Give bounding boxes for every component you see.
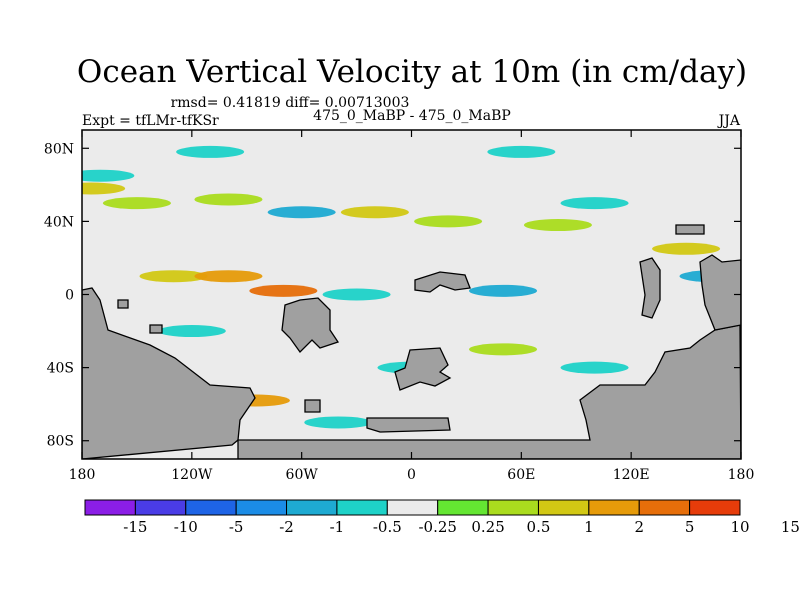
colorbar-label-1: -10 (174, 518, 198, 536)
land-island-b (304, 399, 321, 413)
colorbar-label-5: -0.5 (373, 518, 402, 536)
map-plot-area (82, 130, 741, 459)
x-tick-label-3: 0 (407, 467, 416, 483)
colorbar-label-9: 1 (584, 518, 594, 536)
upwelling-patch-3 (414, 215, 483, 228)
colorbar-label-10: 2 (634, 518, 644, 536)
colorbar-box-8 (487, 499, 539, 516)
colorbar-box-7 (437, 499, 489, 516)
colorbar-label-3: -2 (279, 518, 294, 536)
land-africa (414, 271, 471, 293)
land-east-asia (639, 257, 661, 319)
land-southern-africa (394, 347, 452, 391)
downwelling-patch-2 (487, 145, 556, 158)
land-americas-west (82, 287, 256, 459)
colorbar-box-0 (84, 499, 136, 516)
y-tick-label-1: 40N (44, 214, 74, 230)
y-tick-label-3: 40S (47, 361, 74, 377)
upwelling-patch-11 (469, 343, 538, 356)
land-masses (82, 224, 741, 459)
land-island-d (149, 324, 163, 334)
land-north-pacific-island (675, 224, 705, 235)
colorbar-label-11: 5 (685, 518, 695, 536)
colorbar-box-12 (689, 499, 741, 516)
chart-title: Ocean Vertical Velocity at 10m (in cm/da… (77, 54, 747, 90)
upwelling-patch-4 (523, 219, 592, 232)
colorbar-box-6 (386, 499, 439, 516)
upwelling-patch-1 (194, 193, 263, 206)
x-tick-label-5: 120E (613, 467, 650, 483)
x-tick-label-0: 180 (69, 467, 96, 483)
downwelling-patch-6 (322, 288, 391, 301)
colorbar-box-3 (235, 499, 288, 516)
upwelling-patch-0 (102, 197, 171, 210)
upwelling-patch-5 (139, 270, 208, 283)
colorbar-box-1 (134, 499, 187, 516)
stats-line: rmsd= 0.41819 diff= 0.00713003 (171, 95, 410, 111)
colorbar-label-6: -0.25 (418, 518, 456, 536)
colorbar-box-2 (185, 499, 237, 516)
experiment-label: Expt = tfLMr-tfKSr (82, 113, 219, 129)
colorbar-label-2: -5 (229, 518, 244, 536)
colorbar-label-4: -1 (330, 518, 345, 536)
y-tick-label-0: 80N (44, 141, 74, 157)
x-tick-label-1: 120W (171, 467, 213, 483)
upwelling-patch-9 (652, 242, 721, 255)
season-label: JJA (717, 113, 741, 129)
upwelling-patch-7 (249, 284, 318, 297)
land-island-a (366, 417, 451, 433)
y-tick-label-2: 0 (65, 288, 74, 304)
colorbar-label-7: 0.25 (471, 518, 504, 536)
period-label: 475_0_MaBP - 475_0_MaBP (313, 108, 511, 124)
x-tick-label-4: 60E (507, 467, 535, 483)
downwelling-patch-8 (157, 325, 226, 338)
colorbar-box-4 (286, 499, 338, 516)
x-tick-label-2: 60W (286, 467, 319, 483)
upwelling-patch-2 (340, 206, 409, 219)
colorbar-box-11 (638, 499, 691, 516)
downwelling-patch-1 (176, 145, 245, 158)
colorbar-box-5 (336, 499, 388, 516)
downwelling-patch-3 (267, 206, 336, 219)
colorbar-box-9 (537, 499, 590, 516)
upwelling-patch-8 (82, 182, 126, 195)
downwelling-patch-11 (304, 416, 373, 429)
land-pacific-rim (699, 254, 741, 331)
colorbar-label-0: -15 (123, 518, 147, 536)
colorbar-box-10 (588, 499, 640, 516)
x-tick-label-6: 180 (728, 467, 755, 483)
colorbar-label-8: 0.5 (527, 518, 551, 536)
downwelling-patch-5 (469, 284, 538, 297)
land-south-america (281, 297, 340, 354)
downwelling-patch-10 (560, 361, 629, 374)
map-axes: 180 120W 60W 0 60E 120E 180 80N 40N 0 40S 80S (44, 130, 754, 483)
y-tick-label-4: 80S (47, 434, 74, 450)
colorbar-label-12: 10 (730, 518, 749, 536)
downwelling-patch-4 (560, 197, 629, 210)
land-island-c (117, 299, 129, 309)
upwelling-patch-6 (194, 270, 263, 283)
colorbar-label-13: 15 (781, 518, 800, 536)
colorbar: -15 -10 -5 -2 -1 -0.5 -0.25 0.25 0.5 1 2 5 10 15 (84, 499, 800, 536)
downwelling-patch-0 (82, 169, 135, 182)
